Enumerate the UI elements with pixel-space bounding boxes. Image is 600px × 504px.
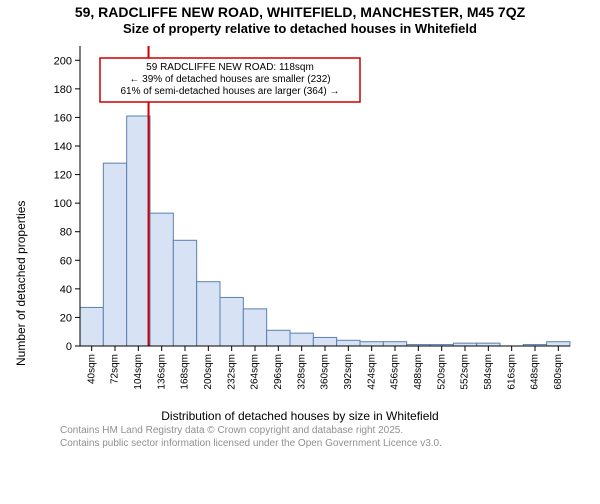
y-tick-label: 200 xyxy=(54,55,72,67)
histogram-bar xyxy=(547,342,570,346)
y-tick-label: 0 xyxy=(66,341,72,353)
y-tick-label: 160 xyxy=(54,112,72,124)
histogram-bar xyxy=(383,342,406,346)
annotation-line: ← 39% of detached houses are smaller (23… xyxy=(129,74,330,85)
histogram-bar xyxy=(150,213,173,346)
footer-line: Contains public sector information licen… xyxy=(60,438,600,451)
x-tick-label: 264sqm xyxy=(250,354,261,390)
x-tick-label: 136sqm xyxy=(156,354,167,390)
histogram-bar xyxy=(313,337,336,346)
x-tick-label: 552sqm xyxy=(460,354,471,390)
attribution-footer: Contains HM Land Registry data © Crown c… xyxy=(0,425,600,450)
x-tick-label: 424sqm xyxy=(366,354,377,390)
x-axis-label: Distribution of detached houses by size … xyxy=(0,409,600,423)
x-tick-label: 200sqm xyxy=(203,354,214,390)
x-tick-label: 488sqm xyxy=(413,354,424,390)
annotation-line: 59 RADCLIFFE NEW ROAD: 118sqm xyxy=(146,62,314,73)
footer-line: Contains HM Land Registry data © Crown c… xyxy=(60,425,600,438)
histogram-bar xyxy=(220,297,243,346)
y-tick-label: 140 xyxy=(54,141,72,153)
annotation-line: 61% of semi-detached houses are larger (… xyxy=(120,86,339,97)
histogram-bar xyxy=(360,342,383,346)
x-tick-label: 40sqm xyxy=(86,354,97,384)
histogram-chart: 0 20 40 60 80 100 120 140 160 180 200 40sqm 72sqm 104… xyxy=(40,36,580,404)
histogram-bar xyxy=(243,309,266,346)
x-tick-label: 296sqm xyxy=(273,354,284,390)
y-tick-label: 120 xyxy=(54,170,72,182)
chart-title-main: 59, RADCLIFFE NEW ROAD, WHITEFIELD, MANC… xyxy=(0,4,600,20)
histogram-bar xyxy=(197,282,220,346)
histogram-bar xyxy=(290,333,313,346)
chart-title-sub: Size of property relative to detached ho… xyxy=(0,21,600,36)
y-tick-label: 40 xyxy=(60,284,72,296)
x-tick-label: 520sqm xyxy=(436,354,447,390)
histogram-bar xyxy=(337,340,360,346)
x-tick-label: 392sqm xyxy=(343,354,354,390)
x-tick-label: 648sqm xyxy=(530,354,541,390)
histogram-bar xyxy=(127,116,150,346)
y-tick-label: 80 xyxy=(60,227,72,239)
histogram-bar xyxy=(103,163,126,346)
histogram-bar xyxy=(173,240,196,346)
y-tick-label: 180 xyxy=(54,84,72,96)
x-tick-label: 360sqm xyxy=(320,354,331,390)
y-axis-label: Number of detached properties xyxy=(14,201,28,366)
x-tick-label: 104sqm xyxy=(133,354,144,390)
x-tick-label: 456sqm xyxy=(390,354,401,390)
histogram-bar xyxy=(267,330,290,346)
x-tick-label: 72sqm xyxy=(110,354,121,384)
x-tick-label: 328sqm xyxy=(296,354,307,390)
x-tick-label: 680sqm xyxy=(553,354,564,390)
y-tick-label: 100 xyxy=(54,198,72,210)
x-tick-label: 168sqm xyxy=(180,354,191,390)
histogram-bar xyxy=(80,307,103,346)
x-tick-label: 584sqm xyxy=(483,354,494,390)
y-tick-label: 20 xyxy=(60,312,72,324)
x-tick-label: 616sqm xyxy=(506,354,517,390)
y-tick-label: 60 xyxy=(60,255,72,267)
x-tick-label: 232sqm xyxy=(226,354,237,390)
